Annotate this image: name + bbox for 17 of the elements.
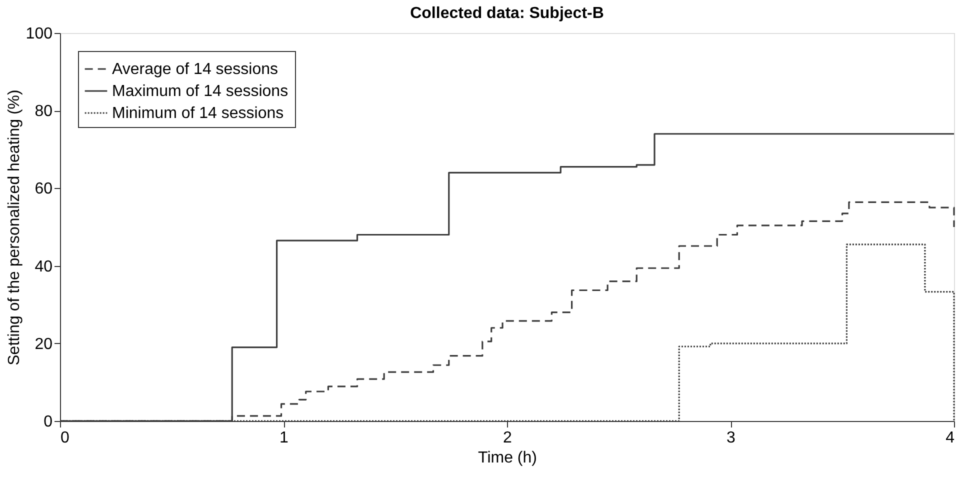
legend-label: Maximum of 14 sessions <box>112 83 288 100</box>
x-tick-label: 4 <box>946 430 955 446</box>
chart-title: Collected data: Subject-B <box>410 5 604 22</box>
legend-label: Minimum of 14 sessions <box>112 105 284 122</box>
y-axis-title: Setting of the personalized heating (%) <box>6 90 23 366</box>
y-tick-label: 80 <box>34 103 53 120</box>
y-tick-label: 20 <box>34 336 53 353</box>
x-tick-label: 3 <box>726 430 736 446</box>
y-tick-label: 40 <box>34 258 53 276</box>
y-tick-label: 60 <box>34 180 53 198</box>
y-tick-label: 100 <box>26 26 53 42</box>
x-tick-label: 2 <box>503 430 512 446</box>
legend-label: Average of 14 sessions <box>112 61 278 78</box>
x-tick-label: 1 <box>280 430 289 446</box>
x-axis-title: Time (h) <box>478 450 537 466</box>
x-tick-label: 0 <box>60 430 70 446</box>
y-tick-label: 0 <box>44 414 53 430</box>
